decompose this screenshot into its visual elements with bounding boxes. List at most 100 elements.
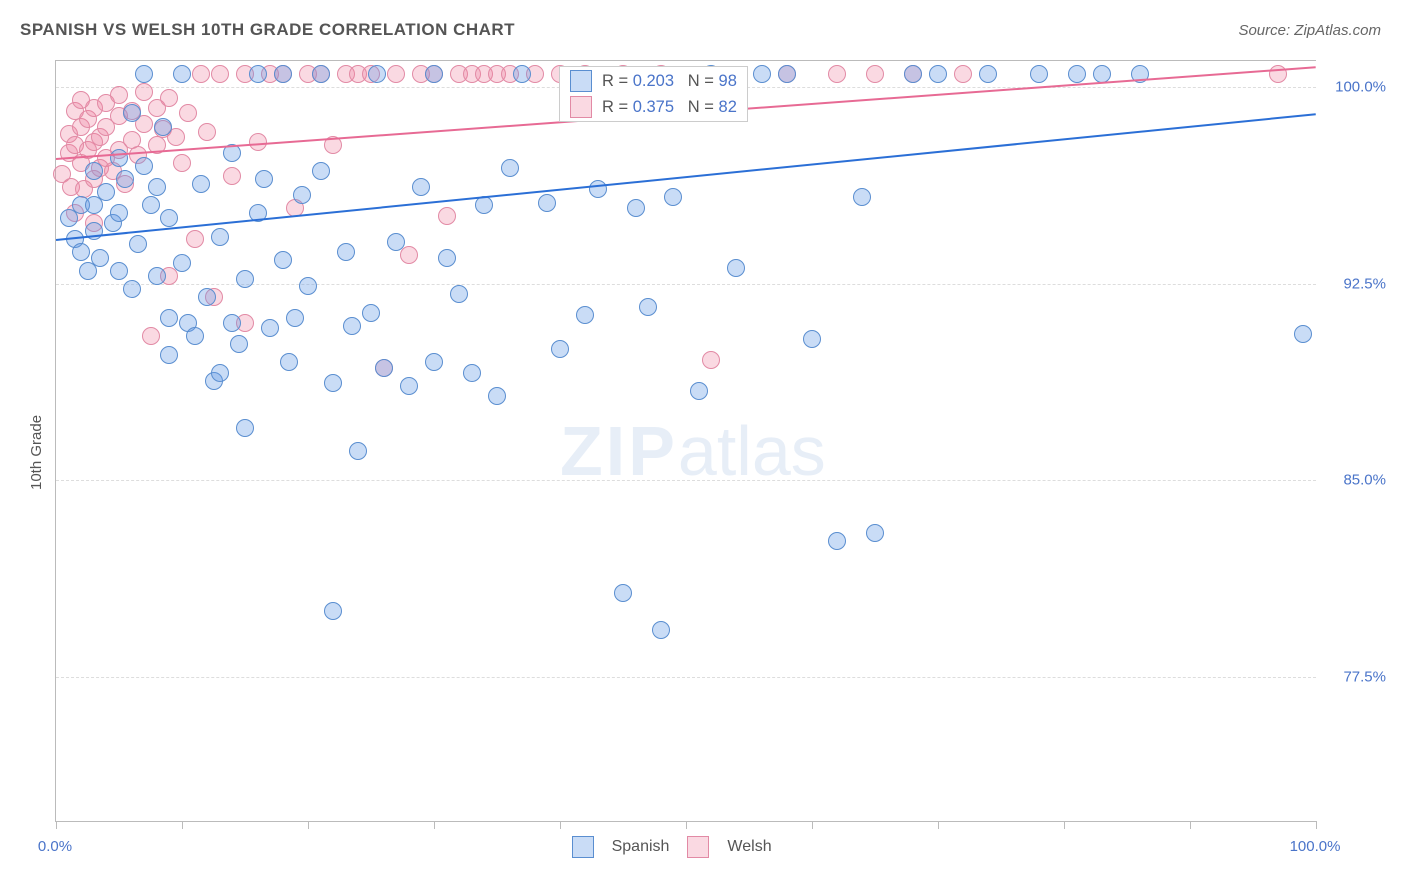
welsh-point xyxy=(192,65,210,83)
spanish-point xyxy=(223,314,241,332)
welsh-point xyxy=(135,83,153,101)
legend-item-spanish: Spanish xyxy=(572,836,670,858)
spanish-point xyxy=(173,65,191,83)
spanish-point xyxy=(160,309,178,327)
x-tick xyxy=(560,821,561,829)
welsh-point xyxy=(211,65,229,83)
spanish-point xyxy=(129,235,147,253)
spanish-point xyxy=(803,330,821,348)
spanish-point xyxy=(299,277,317,295)
plot-area: ZIPatlas 77.5%85.0%92.5%100.0% xyxy=(55,60,1316,822)
spanish-point xyxy=(211,228,229,246)
spanish-point xyxy=(236,419,254,437)
spanish-point xyxy=(230,335,248,353)
welsh-point xyxy=(173,154,191,172)
spanish-point xyxy=(123,280,141,298)
spanish-point xyxy=(160,346,178,364)
stats-text: R = 0.203 N = 98 xyxy=(602,72,737,91)
spanish-point xyxy=(904,65,922,83)
spanish-point xyxy=(778,65,796,83)
spanish-point xyxy=(173,254,191,272)
spanish-point xyxy=(135,65,153,83)
x-tick-label: 0.0% xyxy=(38,838,72,855)
watermark-zip: ZIP xyxy=(560,412,678,490)
spanish-point xyxy=(249,65,267,83)
spanish-point xyxy=(91,249,109,267)
spanish-point xyxy=(72,243,90,261)
spanish-point xyxy=(450,285,468,303)
spanish-point xyxy=(979,65,997,83)
spanish-point xyxy=(198,288,216,306)
legend-item-welsh: Welsh xyxy=(687,836,771,858)
spanish-point xyxy=(576,306,594,324)
y-axis-label: 10th Grade xyxy=(28,415,45,490)
spanish-point xyxy=(387,233,405,251)
x-tick-label: 100.0% xyxy=(1290,838,1341,855)
spanish-point xyxy=(412,178,430,196)
welsh-point xyxy=(179,104,197,122)
spanish-point xyxy=(664,188,682,206)
gridline xyxy=(56,677,1316,678)
y-tick-label: 77.5% xyxy=(1326,668,1386,685)
x-tick xyxy=(938,821,939,829)
spanish-point xyxy=(463,364,481,382)
spanish-point xyxy=(186,327,204,345)
legend-label: Spanish xyxy=(612,838,670,856)
stats-row-spanish: R = 0.203 N = 98 xyxy=(560,68,747,94)
spanish-point xyxy=(589,180,607,198)
spanish-point xyxy=(274,65,292,83)
spanish-point xyxy=(425,65,443,83)
legend-label: Welsh xyxy=(727,838,771,856)
spanish-point xyxy=(160,209,178,227)
spanish-point xyxy=(488,387,506,405)
spanish-point xyxy=(85,162,103,180)
spanish-point xyxy=(400,377,418,395)
spanish-point xyxy=(425,353,443,371)
y-tick-label: 92.5% xyxy=(1326,275,1386,292)
spanish-point xyxy=(236,270,254,288)
welsh-swatch-icon xyxy=(687,836,709,858)
spanish-point xyxy=(280,353,298,371)
spanish-point xyxy=(110,204,128,222)
x-tick xyxy=(1316,821,1317,829)
spanish-point xyxy=(148,178,166,196)
spanish-point xyxy=(828,532,846,550)
spanish-point xyxy=(1068,65,1086,83)
welsh-point xyxy=(110,86,128,104)
welsh-point xyxy=(702,351,720,369)
spanish-point xyxy=(1294,325,1312,343)
correlation-stats-box: R = 0.203 N = 98 R = 0.375 N = 82 xyxy=(559,66,748,122)
chart-title: SPANISH VS WELSH 10TH GRADE CORRELATION … xyxy=(20,20,515,40)
x-tick xyxy=(434,821,435,829)
watermark: ZIPatlas xyxy=(560,411,826,491)
spanish-point xyxy=(135,157,153,175)
gridline xyxy=(56,480,1316,481)
chart-container: SPANISH VS WELSH 10TH GRADE CORRELATION … xyxy=(0,0,1406,892)
welsh-point xyxy=(223,167,241,185)
spanish-point xyxy=(438,249,456,267)
spanish-trendline xyxy=(56,113,1316,241)
spanish-swatch-icon xyxy=(572,836,594,858)
stats-row-welsh: R = 0.375 N = 82 xyxy=(560,94,747,120)
spanish-point xyxy=(368,65,386,83)
spanish-point xyxy=(116,170,134,188)
spanish-point xyxy=(639,298,657,316)
spanish-point xyxy=(324,374,342,392)
spanish-point xyxy=(110,149,128,167)
welsh-point xyxy=(866,65,884,83)
spanish-point xyxy=(853,188,871,206)
spanish-point xyxy=(690,382,708,400)
welsh-point xyxy=(400,246,418,264)
spanish-point xyxy=(312,65,330,83)
spanish-point xyxy=(551,340,569,358)
welsh-point xyxy=(186,230,204,248)
spanish-point xyxy=(211,364,229,382)
welsh-point xyxy=(387,65,405,83)
spanish-point xyxy=(274,251,292,269)
spanish-point xyxy=(324,602,342,620)
spanish-point xyxy=(142,196,160,214)
welsh-point xyxy=(160,89,178,107)
welsh-point xyxy=(142,327,160,345)
spanish-point xyxy=(1030,65,1048,83)
spanish-point xyxy=(337,243,355,261)
